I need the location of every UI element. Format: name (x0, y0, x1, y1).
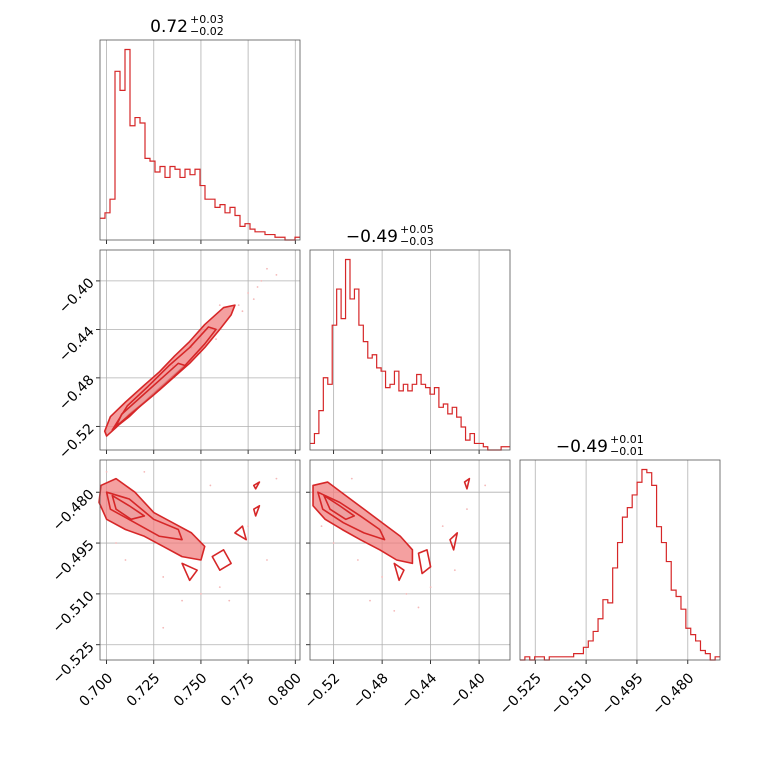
sample-point-1-3 (218, 586, 221, 589)
param-title-minus-0: −0.02 (190, 25, 224, 38)
sample-point-2-8 (320, 525, 323, 528)
sample-point-1-7 (143, 470, 146, 473)
sample-point-1-2 (200, 592, 202, 595)
sample-point-1-1 (162, 576, 165, 578)
contour-1-6 (252, 481, 261, 490)
x-tick-label-p2-3: −0.480 (649, 670, 697, 718)
contour-1-1 (105, 491, 183, 541)
contour-2-1 (317, 491, 386, 541)
x-tick-label-p1-3: −0.40 (447, 670, 489, 712)
hist-panel-0-frame (99, 39, 301, 241)
sample-point-1-5 (247, 525, 250, 528)
hist-panel-2-frame (519, 459, 721, 661)
sample-point-1-13 (105, 470, 108, 473)
contour-2-3 (417, 549, 432, 575)
sample-point-0-5 (247, 292, 250, 294)
x-tick-label-p0-0: 0.700 (77, 670, 117, 710)
sample-point-2-12 (350, 477, 353, 480)
sample-point-0-7 (266, 267, 268, 270)
contour-1-3 (211, 549, 232, 571)
x-tick-label-p0-4: 0.800 (265, 670, 305, 710)
contour-2-6 (463, 477, 471, 490)
sample-point-0-10 (241, 310, 244, 313)
sample-point-0-4 (237, 304, 240, 307)
sample-point-1-9 (228, 599, 231, 602)
contour-1-0 (98, 477, 206, 561)
sample-point-1-12 (209, 484, 212, 487)
sample-point-1-6 (275, 477, 278, 480)
y-tick-label-p2-2: −0.495 (50, 537, 98, 585)
contour-2-2 (323, 494, 356, 521)
x-tick-label-p1-0: −0.52 (302, 670, 344, 712)
sample-point-2-9 (369, 599, 371, 602)
sample-point-1-10 (162, 626, 165, 629)
sample-point-2-1 (356, 559, 359, 561)
sample-point-2-11 (417, 606, 420, 609)
y-tick-label-p2-0: −0.525 (50, 639, 98, 687)
param-title-median-0: 0.72 (150, 17, 188, 37)
param-title-plus-0: +0.03 (190, 13, 224, 26)
histogram-line-1 (310, 258, 510, 451)
y-tick-label-p1-0: −0.52 (56, 421, 98, 463)
x-tick-label-p0-2: 0.750 (171, 670, 211, 710)
x-tick-label-p2-0: −0.525 (497, 670, 545, 718)
sample-point-1-4 (115, 542, 117, 544)
contour-1-5 (234, 525, 248, 541)
y-tick-label-p1-2: −0.44 (56, 324, 98, 366)
sample-point-0-15 (252, 298, 255, 300)
y-tick-label-p2-1: −0.510 (50, 588, 98, 636)
sample-point-0-8 (275, 273, 278, 276)
sample-point-0-12 (215, 338, 217, 340)
sample-point-2-7 (484, 484, 487, 487)
x-tick-label-p0-3: 0.775 (218, 670, 258, 710)
sample-point-2-5 (441, 525, 444, 528)
histogram-line-0 (100, 48, 300, 241)
hist-panel-1-frame (309, 249, 511, 451)
sample-point-2-6 (466, 508, 468, 511)
param-title-plus-2: +0.01 (610, 433, 644, 446)
contour-0-2 (115, 362, 187, 428)
contour-1-4 (181, 562, 198, 582)
sample-point-2-2 (381, 576, 384, 578)
y-tick-label-p1-1: −0.48 (56, 372, 98, 414)
x-tick-label-p0-1: 0.725 (124, 670, 164, 710)
pair-panel-0-2-frame (99, 459, 301, 661)
param-title-1: −0.49 +0.05−0.03 (346, 223, 434, 248)
sample-point-2-3 (405, 592, 408, 595)
param-title-minus-1: −0.03 (400, 235, 434, 248)
sample-point-1-8 (181, 599, 183, 602)
sample-point-1-0 (124, 559, 127, 561)
x-tick-label-p2-1: −0.510 (548, 670, 596, 718)
sample-point-2-4 (429, 586, 432, 589)
contour-1-2 (111, 494, 146, 521)
param-title-2: −0.49 +0.01−0.01 (556, 433, 644, 458)
param-title-median-1: −0.49 (346, 227, 398, 247)
pair-panel-0-1-frame (99, 249, 301, 451)
sample-point-0-11 (260, 280, 263, 282)
contour-2-4 (393, 562, 405, 582)
sample-point-0-9 (218, 304, 221, 307)
contour-1-7 (252, 504, 261, 517)
x-tick-label-p1-2: −0.44 (399, 670, 441, 712)
y-tick-label-p1-3: −0.40 (56, 275, 98, 317)
y-tick-label-p2-3: −0.480 (50, 487, 98, 535)
param-title-minus-2: −0.01 (610, 445, 644, 458)
x-tick-label-p2-2: −0.495 (599, 670, 647, 718)
x-tick-label-p1-1: −0.48 (350, 670, 392, 712)
histogram-line-2 (520, 468, 720, 661)
contour-2-5 (449, 532, 459, 551)
param-title-median-2: −0.49 (556, 437, 608, 457)
sample-point-2-13 (453, 569, 456, 572)
sample-point-1-11 (266, 559, 268, 561)
contour-2-0 (312, 481, 414, 565)
param-title-plus-1: +0.05 (400, 223, 434, 236)
pair-panel-1-2-frame (309, 459, 511, 661)
param-title-0: 0.72 +0.03−0.02 (150, 13, 224, 38)
sample-point-2-0 (332, 542, 335, 544)
sample-point-0-6 (256, 286, 259, 288)
sample-point-2-10 (393, 609, 396, 612)
